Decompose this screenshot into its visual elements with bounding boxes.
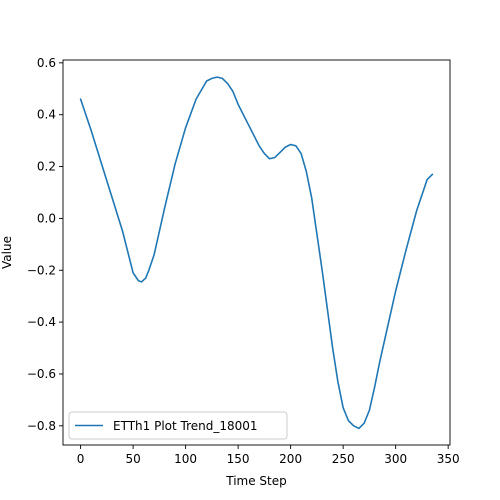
y-tick-label: 0.6 [37, 56, 56, 70]
x-tick-label: 50 [125, 452, 140, 466]
series-line-0 [79, 76, 434, 430]
x-axis-title: Time Step [225, 474, 287, 488]
x-tick-label: 300 [384, 452, 407, 466]
y-tick-label: −0.8 [27, 419, 56, 433]
y-tick-label: 0.2 [37, 160, 56, 174]
x-tick-label: 250 [332, 452, 355, 466]
x-tick-label: 350 [437, 452, 460, 466]
axis-ticks: 0 50 100 150 200 250 300 350 −0.8 −0.6 −0.4 −0.2 0.0… [27, 56, 460, 466]
x-tick-label: 0 [77, 452, 85, 466]
y-axis-title: Value [0, 236, 14, 269]
x-tick-label: 150 [227, 452, 250, 466]
plot-area [62, 59, 451, 446]
y-tick-label: −0.6 [27, 367, 56, 381]
x-tick-label: 200 [279, 452, 302, 466]
axes-frame [62, 59, 451, 446]
legend-box [68, 411, 288, 440]
y-tick-label: −0.4 [27, 315, 56, 329]
y-tick-label: 0.4 [37, 108, 56, 122]
y-tick-label: −0.2 [27, 263, 56, 277]
legend-label: ETTh1 Plot Trend_18001 [113, 419, 258, 433]
x-tick-label: 100 [174, 452, 197, 466]
y-tick-label: 0.0 [37, 211, 56, 225]
legend: ETTh1 Plot Trend_18001 [68, 411, 288, 440]
